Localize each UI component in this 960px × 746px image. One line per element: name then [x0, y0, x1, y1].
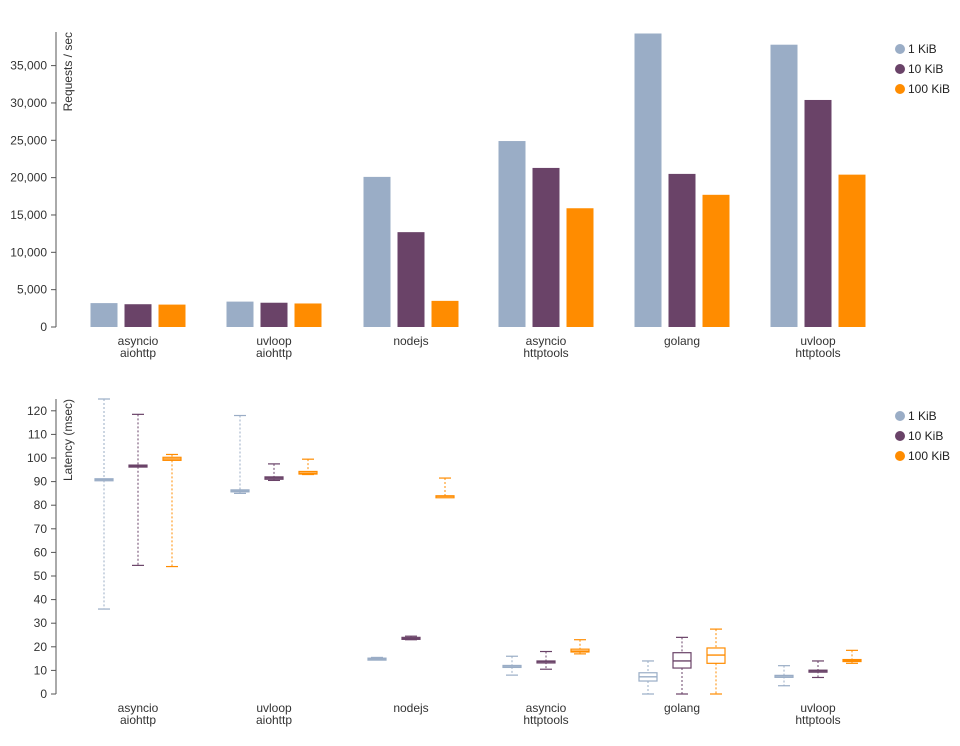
y-tick-label: 5,000 — [17, 283, 47, 297]
y-axis-title: Latency (msec) — [61, 399, 75, 481]
y-tick-label: 30,000 — [10, 96, 47, 110]
x-category-label: asyncio — [118, 334, 159, 348]
legend-label: 10 KiB — [908, 429, 943, 443]
bar-1-kib — [363, 176, 391, 327]
bar-1-kib — [226, 301, 254, 327]
x-category-label: asyncio — [118, 701, 159, 715]
y-tick-label: 120 — [27, 404, 47, 418]
latency-box-chart: 0 10 20 30 40 50 60 70 80 90 100 110 120 Latency (mse… — [27, 398, 950, 727]
x-category-label: httptools — [523, 346, 568, 360]
y-tick-label: 10 — [34, 663, 48, 677]
x-category-label: uvloop — [800, 701, 836, 715]
legend-swatch — [895, 44, 905, 54]
y-tick-label: 110 — [28, 427, 47, 441]
x-category-label: uvloop — [256, 701, 292, 715]
bar-1-kib — [90, 303, 118, 327]
y-tick-label: 20,000 — [10, 171, 47, 185]
y-tick-label: 90 — [34, 475, 48, 489]
bar-10-kib — [260, 302, 288, 327]
requests-bar-chart: 0 5,000 10,000 15,000 20,000 25,000 30,000 35,0… — [10, 32, 950, 360]
bar-1-kib — [770, 44, 798, 328]
y-tick-label: 100 — [27, 451, 47, 465]
legend-swatch — [895, 84, 905, 94]
x-category-label: aiohttp — [256, 713, 292, 727]
bar-100-kib — [702, 194, 730, 327]
x-category-label: httptools — [523, 713, 568, 727]
y-tick-label: 50 — [34, 569, 48, 583]
legend-label: 10 KiB — [908, 62, 943, 76]
bar-100-kib — [158, 304, 186, 327]
y-axis-title: Requests / sec — [61, 32, 75, 111]
y-tick-label: 70 — [34, 522, 48, 536]
bar-100-kib — [838, 174, 866, 327]
bar-100-kib — [431, 300, 459, 327]
bar-1-kib — [634, 33, 662, 327]
y-tick-label: 15,000 — [10, 208, 47, 222]
bar-10-kib — [124, 304, 152, 327]
x-category-label: aiohttp — [120, 346, 156, 360]
bar-100-kib — [294, 303, 322, 327]
y-tick-label: 60 — [34, 545, 48, 559]
y-tick-label: 0 — [40, 320, 47, 334]
bar-10-kib — [532, 167, 560, 327]
legend-label: 100 KiB — [908, 449, 950, 463]
x-category-label: asyncio — [526, 701, 567, 715]
y-tick-label: 35,000 — [10, 59, 47, 73]
x-category-label: golang — [664, 334, 700, 348]
legend-label: 100 KiB — [908, 82, 950, 96]
x-category-label: uvloop — [800, 334, 836, 348]
legend-swatch — [895, 411, 905, 421]
y-tick-label: 25,000 — [10, 133, 47, 147]
y-tick-label: 0 — [40, 687, 47, 701]
x-category-label: httptools — [795, 713, 840, 727]
legend-label: 1 KiB — [908, 42, 937, 56]
legend-swatch — [895, 451, 905, 461]
y-tick-label: 80 — [34, 498, 48, 512]
legend-label: 1 KiB — [908, 409, 937, 423]
legend-swatch — [895, 431, 905, 441]
y-tick-label: 10,000 — [10, 245, 47, 259]
x-category-label: golang — [664, 701, 700, 715]
y-tick-label: 40 — [34, 593, 48, 607]
x-category-label: aiohttp — [120, 713, 156, 727]
bar-100-kib — [566, 208, 594, 327]
bar-10-kib — [668, 173, 696, 327]
bar-1-kib — [498, 141, 526, 327]
y-tick-label: 30 — [34, 616, 48, 630]
legend-swatch — [895, 64, 905, 74]
x-category-label: aiohttp — [256, 346, 292, 360]
x-category-label: asyncio — [526, 334, 567, 348]
x-category-label: nodejs — [393, 334, 428, 348]
bar-10-kib — [397, 232, 425, 327]
x-category-label: uvloop — [256, 334, 292, 348]
x-category-label: nodejs — [393, 701, 428, 715]
x-category-label: httptools — [795, 346, 840, 360]
y-tick-label: 20 — [34, 640, 48, 654]
bar-10-kib — [804, 99, 832, 327]
